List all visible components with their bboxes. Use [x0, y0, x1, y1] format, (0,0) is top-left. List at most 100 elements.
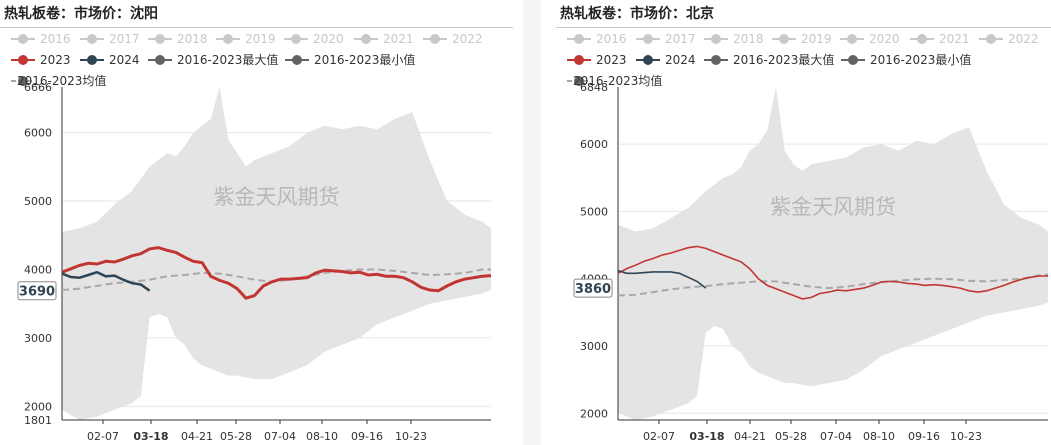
legend-label: 2016-2023最大值 [733, 52, 834, 67]
legend-item-2020[interactable]: 2020 [840, 32, 900, 46]
legend-marker [18, 55, 28, 65]
current-value-label: 3860 [575, 282, 611, 297]
legend-item-2016[interactable]: 2016 [567, 32, 627, 46]
legend-label: 2019 [245, 32, 276, 46]
y-min-label: 1801 [24, 414, 52, 427]
legend-item-2024[interactable]: 2024 [80, 53, 140, 67]
legend-label: 2020 [869, 32, 900, 46]
legend-item-2016-2023均值[interactable]: 2016-2023均值 [567, 73, 662, 88]
series-mean-line [61, 268, 491, 291]
x-tick-label: 07-04 [264, 430, 296, 443]
y-tick-label: 4000 [24, 263, 52, 276]
legend-item-2018[interactable]: 2018 [704, 32, 764, 46]
legend-label: 2019 [801, 32, 832, 46]
legend-marker [430, 34, 440, 44]
x-tick-label: 04-21 [181, 430, 213, 443]
series-2023-line [617, 245, 1048, 300]
legend-item-2023[interactable]: 2023 [11, 53, 71, 67]
legend-item-2017[interactable]: 2017 [636, 32, 696, 46]
current-value-label: 3690 [19, 285, 55, 300]
chart-panel-shenyang: 热轧板卷：市场价：沈阳 2016 2017 2018 2019 2020 2021 2022… [0, 0, 515, 445]
legend-marker [291, 34, 301, 44]
series-2023-line [61, 246, 492, 300]
legend-label: 2023 [596, 53, 627, 67]
x-tick-label: 03-18 [689, 430, 724, 443]
legend-label: 2022 [452, 32, 483, 46]
legend-marker [643, 34, 653, 44]
legend-marker [18, 34, 28, 44]
legend-marker [917, 34, 927, 44]
legend-item-2016-2023最大值[interactable]: 2016-2023最大值 [704, 52, 834, 67]
x-tick-label: 07-04 [820, 430, 852, 443]
legend-marker [87, 34, 97, 44]
x-tick-label: 08-10 [863, 430, 895, 443]
legend-item-2016[interactable]: 2016 [11, 32, 71, 46]
legend-item-2018[interactable]: 2018 [148, 32, 208, 46]
x-tick-label: 02-07 [87, 430, 119, 443]
current-value-box [17, 281, 57, 301]
legend-item-2016-2023最小值[interactable]: 2016-2023最小值 [285, 52, 415, 67]
legend-item-2022[interactable]: 2022 [979, 32, 1039, 46]
legend-label: 2018 [733, 32, 764, 46]
legend-marker [155, 55, 165, 65]
chart-panel-beijing: 热轧板卷：市场价：北京 2016 2017 2018 2019 2020 2021 2022… [556, 0, 1051, 445]
legend-label: 2016-2023均值 [573, 73, 662, 88]
legend-marker [643, 55, 653, 65]
y-tick-label: 5000 [580, 205, 608, 218]
y-tick-label: 2000 [580, 407, 608, 420]
min-max-band [618, 87, 1048, 420]
series-2024-line [61, 270, 151, 292]
legend-item-2021[interactable]: 2021 [910, 32, 970, 46]
legend-item-2019[interactable]: 2019 [216, 32, 276, 46]
title-divider [556, 27, 1051, 28]
min-max-band [62, 87, 491, 420]
legend-marker [18, 76, 28, 86]
legend-item-2017[interactable]: 2017 [80, 32, 140, 46]
watermark-text: 紫金天风期货 [770, 195, 896, 219]
legend-item-2022[interactable]: 2022 [423, 32, 483, 46]
legend-marker [361, 34, 371, 44]
legend-label: 2018 [177, 32, 208, 46]
y-tick-label: 3000 [24, 332, 52, 345]
y-tick-label: 2000 [24, 400, 52, 413]
legend-label: 2021 [939, 32, 970, 46]
legend-label: 2022 [1008, 32, 1039, 46]
x-tick-label: 09-16 [908, 430, 940, 443]
y-max-label: 6666 [24, 81, 52, 94]
legend-marker [574, 55, 584, 65]
x-tick-label: 10-23 [395, 430, 427, 443]
chart-svg: 2016 2017 2018 2019 2020 2021 2022 2023 2024 2016… [567, 32, 1049, 443]
legend-item-2016-2023均值[interactable]: 2016-2023均值 [11, 73, 106, 88]
legend-item-2016-2023最大值[interactable]: 2016-2023最大值 [148, 52, 278, 67]
legend-marker [574, 34, 584, 44]
y-tick-label: 5000 [24, 195, 52, 208]
chart-svg: 2016 2017 2018 2019 2020 2021 2022 2023 2024 2016… [11, 32, 492, 443]
legend-label: 2023 [40, 53, 71, 67]
legend-item-2020[interactable]: 2020 [284, 32, 344, 46]
legend-item-2024[interactable]: 2024 [636, 53, 696, 67]
y-tick-label: 3000 [580, 340, 608, 353]
legend-marker [848, 55, 858, 65]
legend-marker [711, 34, 721, 44]
legend-label: 2016-2023最小值 [870, 52, 971, 67]
legend-item-2021[interactable]: 2021 [354, 32, 414, 46]
legend-marker [223, 34, 233, 44]
x-tick-label: 09-16 [351, 430, 383, 443]
legend-marker [986, 34, 996, 44]
legend-label: 2017 [109, 32, 140, 46]
current-value-box [573, 278, 613, 298]
legend-item-2023[interactable]: 2023 [567, 53, 627, 67]
legend-item-2016-2023最小值[interactable]: 2016-2023最小值 [841, 52, 971, 67]
x-tick-label: 10-23 [950, 430, 982, 443]
legend-label: 2016 [40, 32, 71, 46]
legend-marker [711, 55, 721, 65]
legend-item-2019[interactable]: 2019 [772, 32, 832, 46]
watermark-text: 紫金天风期货 [214, 185, 340, 209]
y-max-label: 6848 [580, 81, 608, 94]
legend-label: 2016-2023最小值 [314, 52, 415, 67]
panel-divider [523, 0, 541, 445]
title-divider [0, 27, 513, 28]
legend-marker [574, 76, 584, 86]
legend-marker [155, 34, 165, 44]
y-tick-label: 6000 [580, 138, 608, 151]
